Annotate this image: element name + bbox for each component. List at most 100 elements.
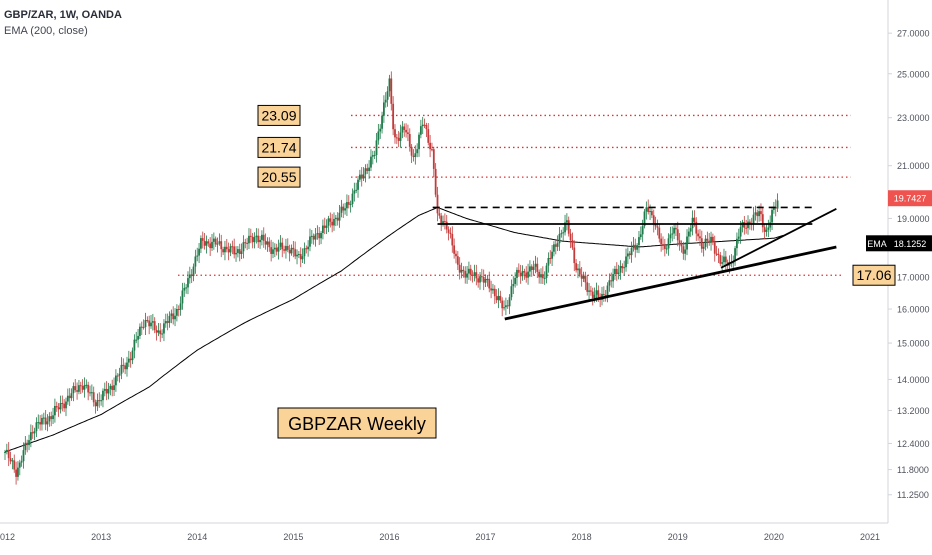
candle-body bbox=[310, 235, 313, 237]
candle-body bbox=[636, 245, 639, 250]
candle-body bbox=[769, 222, 772, 228]
candle-body bbox=[525, 272, 528, 278]
candle-body bbox=[357, 179, 359, 190]
candle-body bbox=[484, 278, 487, 283]
candle-body bbox=[116, 375, 119, 377]
candle-body bbox=[527, 271, 529, 278]
candle-body bbox=[689, 228, 692, 232]
candle-body bbox=[78, 385, 80, 392]
price-axis-label: 17.0000 bbox=[897, 273, 930, 283]
candle-body bbox=[748, 221, 751, 224]
candle-body bbox=[669, 234, 672, 239]
candle-body bbox=[212, 238, 215, 242]
time-axis-label: 2016 bbox=[379, 532, 399, 542]
candle-body bbox=[388, 78, 391, 92]
candle-body bbox=[342, 206, 345, 211]
candle-body bbox=[220, 241, 223, 250]
candle-body bbox=[408, 133, 411, 147]
candle-body bbox=[554, 244, 557, 247]
candle-body bbox=[135, 339, 138, 341]
candle-body bbox=[190, 274, 193, 277]
candle-body bbox=[734, 248, 736, 262]
candle-body bbox=[322, 225, 324, 233]
candle-body bbox=[358, 174, 361, 180]
candle-body bbox=[772, 207, 775, 210]
candle-body bbox=[708, 240, 711, 243]
candle-body bbox=[540, 274, 542, 278]
candle-body bbox=[445, 221, 448, 230]
candle-body bbox=[333, 218, 335, 226]
candle-body bbox=[63, 403, 66, 409]
candle-body bbox=[79, 385, 82, 387]
candle-body bbox=[416, 149, 419, 154]
candle-body bbox=[325, 225, 328, 228]
candle-body bbox=[423, 124, 426, 126]
candle-body bbox=[303, 248, 306, 257]
candle-body bbox=[626, 253, 629, 257]
price-axis-label: 15.0000 bbox=[897, 339, 930, 349]
candle-body bbox=[185, 287, 188, 289]
candle-body bbox=[113, 385, 115, 391]
last-price-tag bbox=[888, 190, 932, 207]
candle-body bbox=[307, 246, 310, 250]
candle-body bbox=[721, 262, 724, 264]
candle-body bbox=[229, 246, 232, 253]
candle-body bbox=[639, 234, 642, 238]
candle-body bbox=[203, 240, 206, 246]
candle-body bbox=[301, 256, 304, 260]
candle-body bbox=[771, 209, 773, 223]
level-label-box bbox=[852, 264, 896, 286]
candle-body bbox=[26, 442, 29, 446]
candle-body bbox=[421, 124, 424, 127]
candle-body bbox=[120, 364, 123, 374]
candle-body bbox=[54, 405, 56, 416]
candle-body bbox=[632, 244, 635, 248]
candle-body bbox=[614, 268, 616, 275]
candle-body bbox=[166, 321, 169, 323]
candle-body bbox=[684, 249, 687, 254]
candle-body bbox=[90, 392, 93, 394]
candle-body bbox=[662, 244, 664, 246]
candle-body bbox=[407, 132, 409, 134]
candle-body bbox=[519, 272, 522, 277]
time-axis-label: 2020 bbox=[764, 532, 784, 542]
candle-body bbox=[346, 202, 348, 209]
candle-body bbox=[327, 218, 330, 226]
candle-body bbox=[251, 236, 254, 243]
candle-body bbox=[242, 242, 245, 252]
candle-body bbox=[329, 218, 332, 222]
candle-body bbox=[615, 268, 618, 275]
candle-body bbox=[188, 274, 191, 279]
candle-body bbox=[687, 231, 690, 237]
time-axis-label: 2021 bbox=[860, 532, 880, 542]
candle-body bbox=[412, 155, 415, 158]
candle-body bbox=[429, 142, 432, 150]
candle-body bbox=[700, 238, 703, 249]
candle-body bbox=[74, 386, 77, 391]
trendline bbox=[720, 208, 837, 269]
candle-body bbox=[59, 402, 62, 410]
candle-body bbox=[20, 461, 23, 463]
candle-body bbox=[584, 276, 587, 283]
candle-body bbox=[553, 244, 555, 252]
candle-body bbox=[151, 321, 154, 323]
candle-body bbox=[737, 236, 740, 239]
candle-body bbox=[545, 265, 548, 278]
candle-body bbox=[693, 217, 696, 222]
candle-body bbox=[163, 323, 165, 334]
candle-body bbox=[532, 266, 535, 270]
candle-body bbox=[752, 214, 755, 225]
candle-body bbox=[761, 214, 764, 228]
candle-body bbox=[353, 190, 356, 194]
candle-body bbox=[610, 280, 613, 282]
price-axis-label: 27.0000 bbox=[897, 29, 930, 39]
candle-body bbox=[460, 269, 463, 273]
candle-body bbox=[756, 212, 759, 217]
candle-body bbox=[743, 222, 746, 228]
candle-body bbox=[379, 128, 382, 132]
candle-body bbox=[111, 385, 114, 391]
candle-body bbox=[606, 285, 609, 296]
candle-body bbox=[508, 297, 511, 307]
price-axis-label: 21.0000 bbox=[897, 161, 930, 171]
